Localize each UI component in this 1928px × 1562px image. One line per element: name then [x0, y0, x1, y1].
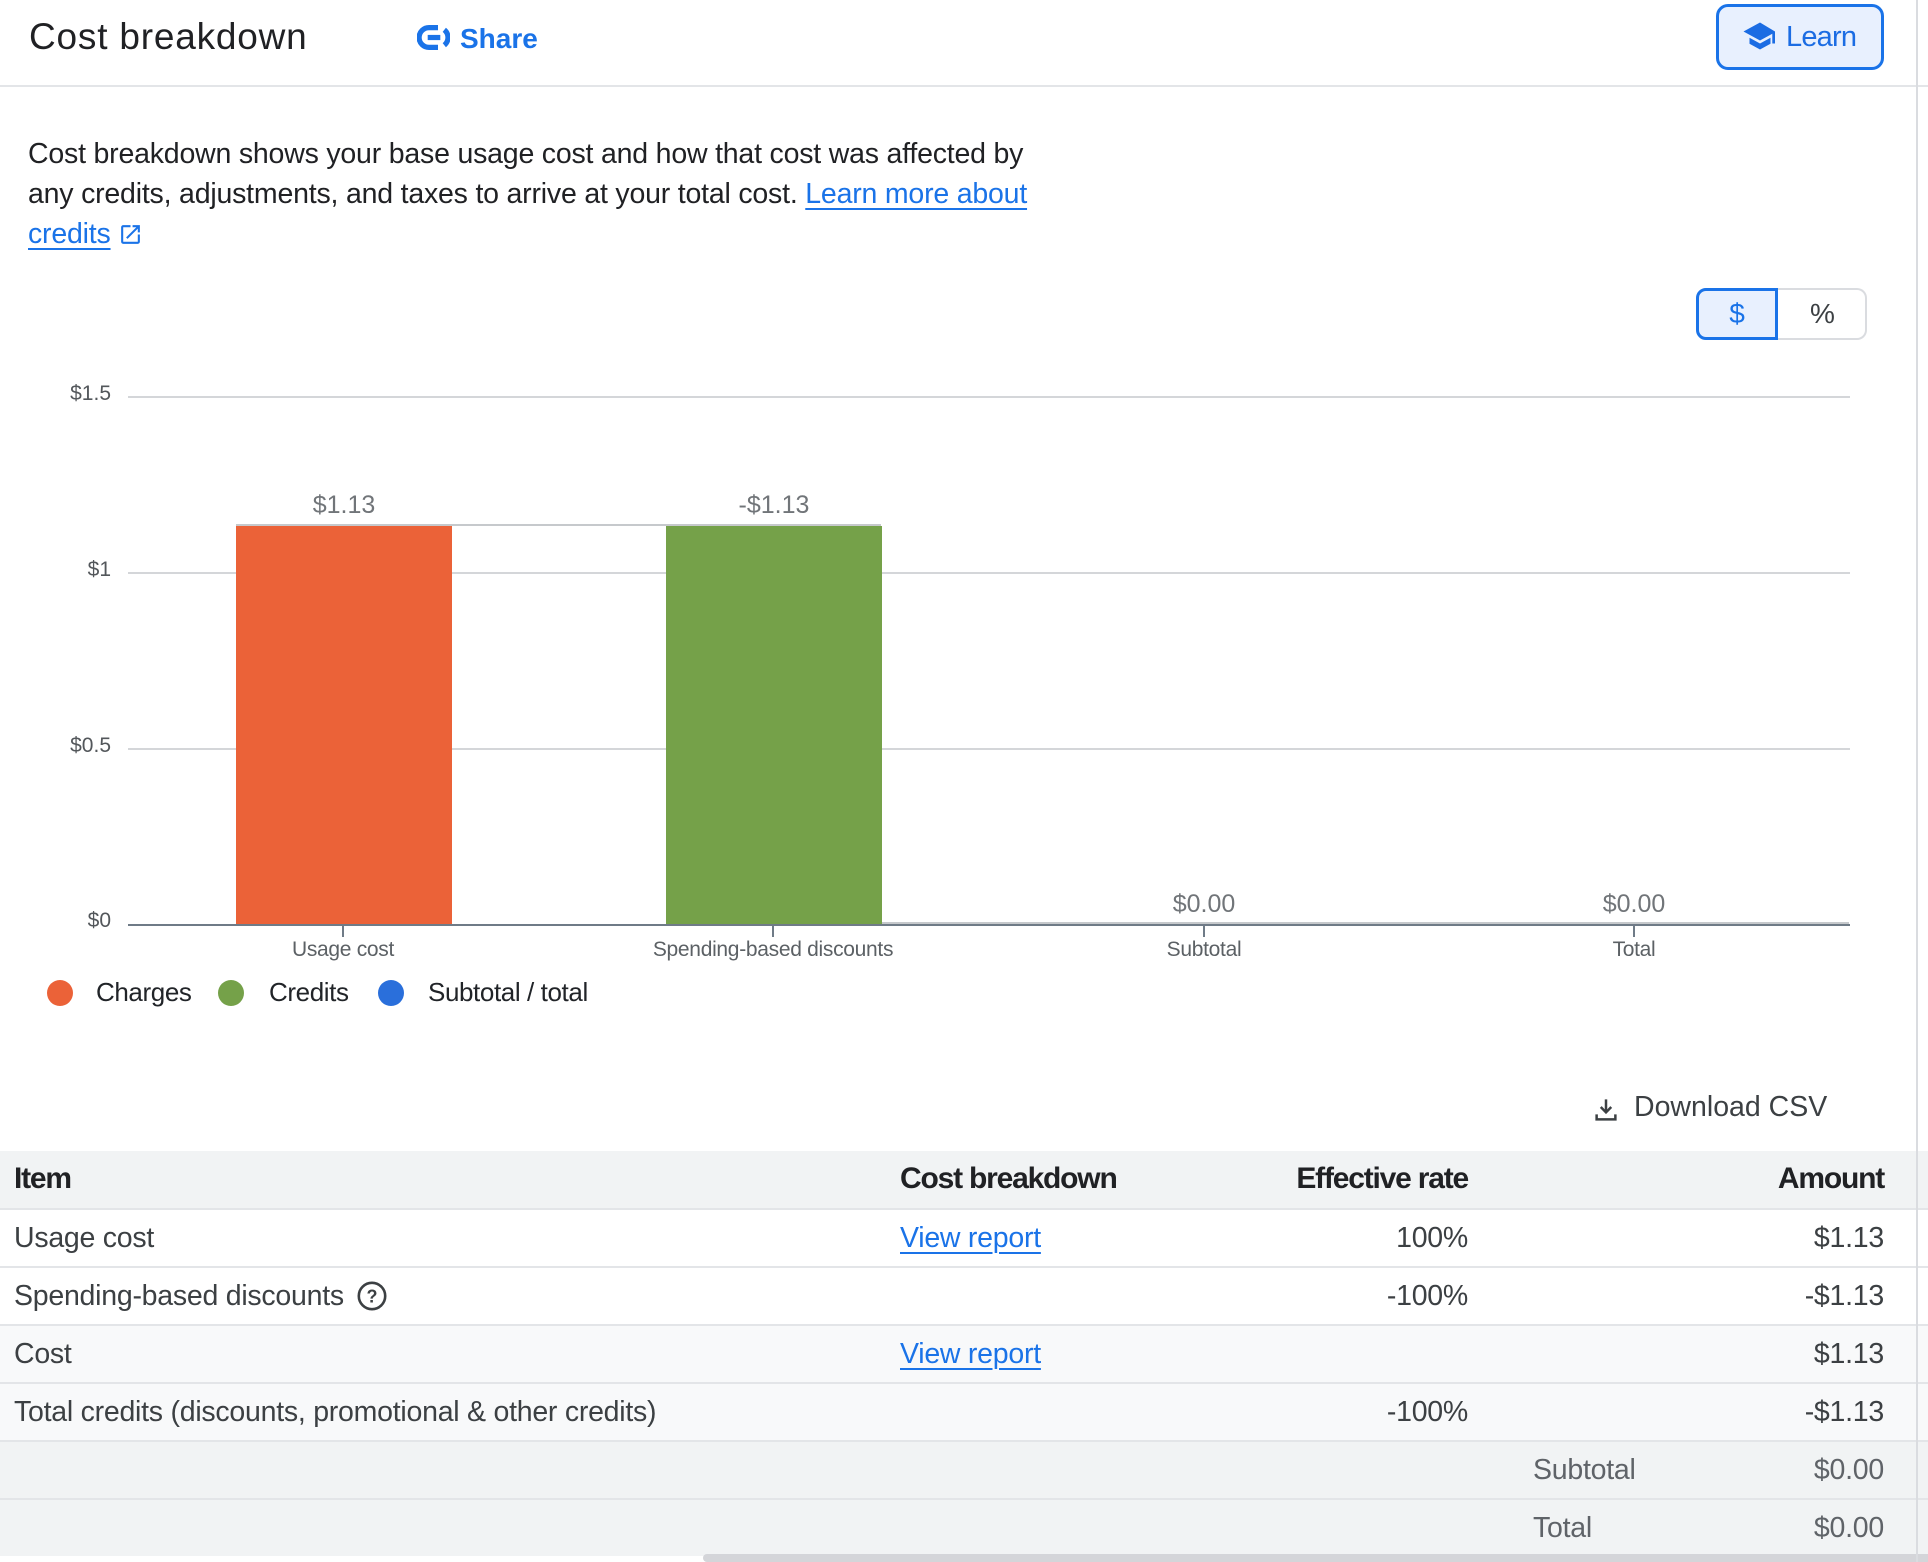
- svg-text:?: ?: [367, 1287, 378, 1307]
